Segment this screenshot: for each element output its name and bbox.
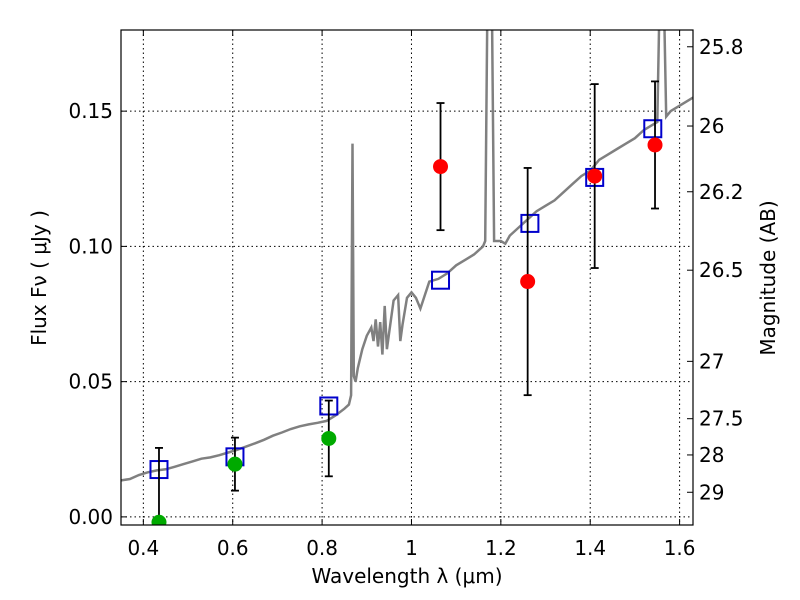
magnitude-tick-label: 25.8: [699, 35, 744, 59]
x-tick-label: 1: [405, 536, 418, 560]
detection-point: [647, 137, 663, 153]
y-tick-label: 0.15: [68, 99, 113, 123]
x-tick-label: 1.2: [485, 536, 517, 560]
magnitude-tick-label: 27.5: [699, 407, 744, 431]
upper-limit-point: [321, 430, 337, 446]
y-tick-label: 0.10: [68, 234, 113, 258]
magnitude-tick-label: 26.2: [699, 180, 744, 204]
detection-point: [433, 159, 449, 175]
x-axis-label: Wavelength λ (μm): [311, 564, 502, 588]
y-axis-label: Flux Fν ( μJy ): [27, 210, 51, 346]
plot-frame: [120, 29, 694, 526]
model-point: [520, 213, 540, 233]
model-points: [149, 119, 663, 480]
plot-background: [121, 30, 693, 525]
magnitude-tick-label: 26: [699, 114, 724, 138]
x-tick-label: 0.8: [306, 536, 338, 560]
magnitude-tick-label: 29: [699, 480, 724, 504]
model-point: [643, 119, 663, 139]
upper-limit-point: [151, 514, 167, 525]
model-point: [431, 270, 451, 290]
y-axis-ticks: 0.00 0.05 0.10 0.15: [68, 99, 127, 529]
plot-content: [121, 30, 693, 525]
magnitude-tick-label: 28: [699, 443, 724, 467]
upper-limit-point: [227, 456, 243, 472]
sed-model-line: [121, 30, 693, 482]
detection-point: [520, 274, 536, 290]
x-axis-ticks: 0.4 0.6 0.8 1 1.2 1.4 1.6: [127, 30, 696, 560]
detections: [433, 80, 663, 397]
y-axis-right-label: Magnitude (AB): [756, 200, 780, 355]
y-tick-label: 0.05: [68, 370, 113, 394]
x-tick-label: 1.4: [574, 536, 606, 560]
detection-point: [587, 168, 603, 184]
magnitude-tick-label: 26.5: [699, 258, 744, 282]
upper-limits: [151, 399, 337, 525]
x-tick-label: 1.6: [664, 536, 696, 560]
x-tick-label: 0.4: [127, 536, 159, 560]
y-tick-label: 0.00: [68, 505, 113, 529]
magnitude-tick-label: 27: [699, 349, 724, 373]
x-tick-label: 0.6: [217, 536, 249, 560]
grid-lines: [121, 30, 693, 525]
magnitude-axis-ticks: 25.8 26 26.2 26.5 27 27.5 28 29: [687, 35, 744, 504]
